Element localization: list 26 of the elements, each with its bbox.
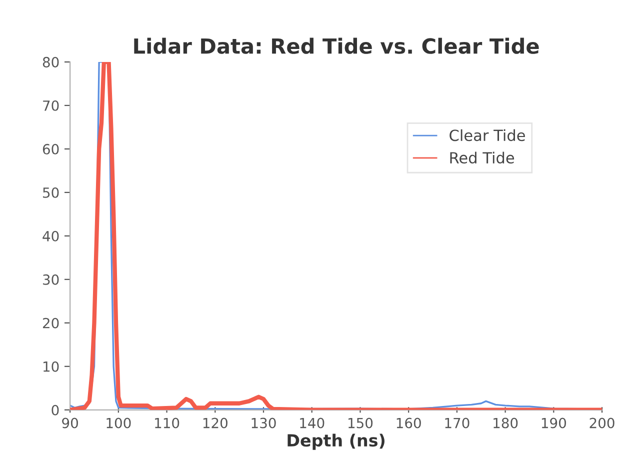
y-tick-label: 80	[42, 56, 59, 68]
x-tick-label: 140	[300, 418, 324, 428]
y-tick-label: 10	[43, 361, 59, 372]
x-tick-label: 170	[445, 418, 470, 428]
x-tick-label: 110	[155, 418, 180, 428]
y-tick-label: 40	[42, 230, 59, 242]
y-tick-label: 30	[43, 274, 59, 285]
chart-title: Lidar Data: Red Tide vs. Clear Tide	[134, 38, 539, 54]
x-tick-label: 100	[106, 418, 131, 428]
y-tick-label: 0	[52, 404, 59, 416]
x-tick-label: 90	[62, 418, 78, 428]
x-tick-label: 200	[590, 418, 614, 428]
legend-label: Clear Tide	[450, 129, 525, 142]
x-tick-label: 160	[396, 418, 421, 428]
x-axis-title: Depth (ns)	[288, 434, 384, 450]
y-tick-label: 60	[42, 144, 59, 154]
y-tick-label: 20	[42, 318, 59, 328]
x-tick-label: 180	[494, 418, 518, 428]
x-tick-label: 190	[542, 418, 566, 428]
legend-label: Red Tide	[450, 152, 514, 164]
y-tick-label: 50	[43, 187, 59, 198]
x-tick-label: 150	[348, 418, 373, 428]
y-tick-label: 70	[43, 100, 59, 111]
line-series	[70, 62, 602, 410]
x-tick-label: 130	[252, 418, 276, 428]
x-tick-label: 120	[203, 418, 228, 428]
